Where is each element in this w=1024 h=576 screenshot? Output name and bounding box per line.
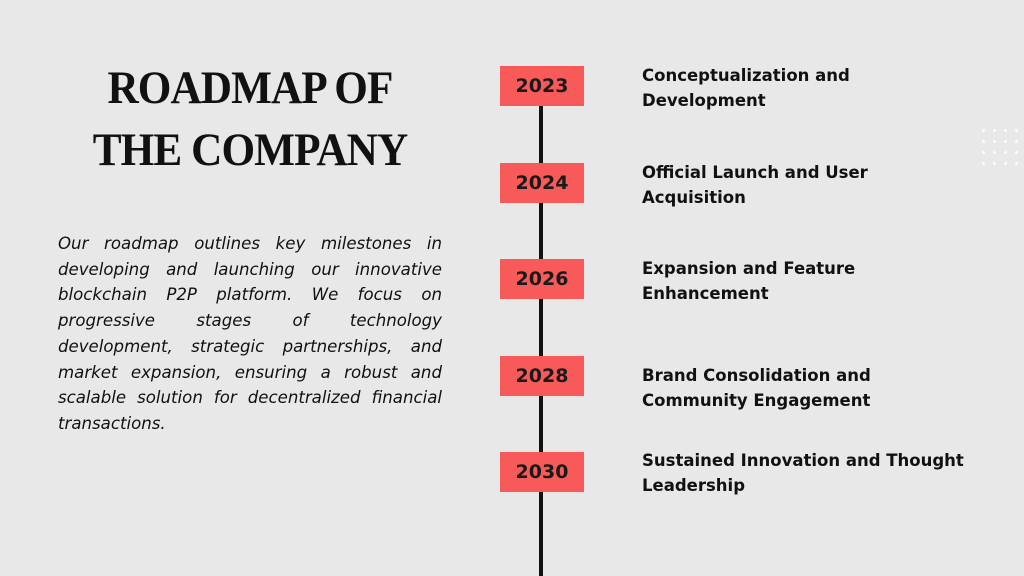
description: Our roadmap outlines key milestones in d…: [58, 234, 442, 433]
year-badge: 2028: [500, 356, 584, 396]
year-badge: 2023: [500, 66, 584, 106]
milestone-label: Enhancement: [642, 283, 769, 303]
milestone-label: Development: [642, 90, 766, 110]
timeline-axis: [539, 100, 543, 576]
milestone-label: Community Engagement: [642, 390, 871, 410]
milestone-label: Conceptualization and: [642, 66, 850, 85]
title-line: THE COMPANY: [92, 124, 408, 176]
milestone-label: Expansion and Feature: [642, 259, 856, 278]
milestone-label: Acquisition: [642, 187, 746, 207]
milestone-label: Official Launch and User: [642, 163, 868, 182]
year-badge: 2026: [500, 259, 584, 299]
milestone-label: Sustained Innovation and Thought: [642, 451, 964, 470]
year-badge: 2024: [500, 163, 584, 203]
milestone-label: Brand Consolidation and: [642, 366, 871, 385]
title-line: ROADMAP OF: [107, 62, 393, 114]
milestone-label: Leadership: [642, 475, 746, 495]
year-badge: 2030: [500, 452, 584, 492]
decoration-dots: [978, 125, 1024, 169]
